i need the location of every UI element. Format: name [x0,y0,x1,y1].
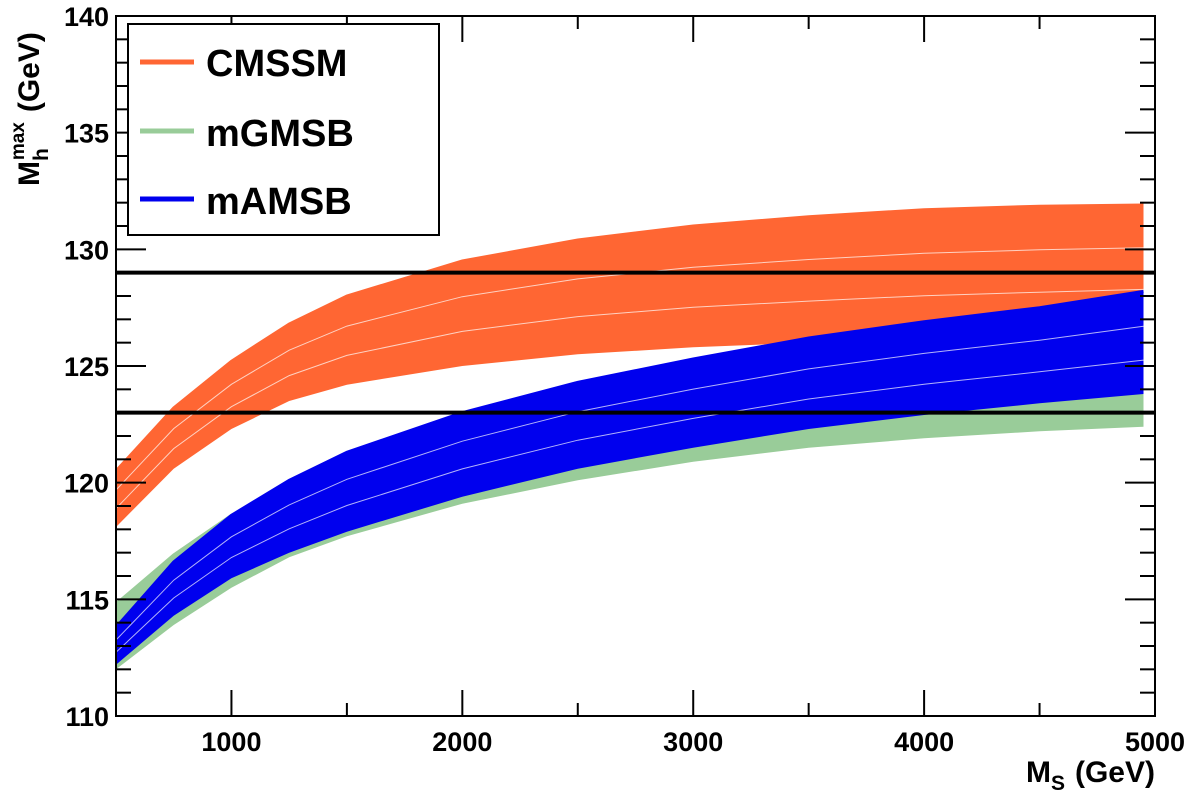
y-tick-label-110: 110 [65,702,109,732]
y-tick-label-115: 115 [65,585,109,615]
band-cmssm [116,205,1144,527]
legend-label-cmssm: CMSSM [206,43,347,85]
legend: CMSSM mGMSB mAMSB [127,23,440,236]
legend-label-mgmsb: mGMSB [206,113,354,155]
axis-tick-labels: 1000 2000 3000 4000 5000 110 115 120 125 130 135 14… [64,2,1185,757]
x-tick-label-1000: 1000 [201,727,261,757]
y-tick-label-130: 130 [64,235,109,265]
band-cmssm-contour-2 [116,247,1144,491]
band-mamsb-contour-1 [116,359,1144,653]
y-axis-title-sup: max [8,122,29,160]
y-tick-label-135: 135 [64,119,109,149]
y-tick-label-120: 120 [64,469,109,499]
band-mamsb-contour-2 [116,325,1144,641]
y-axis-title-sub: h [30,148,53,161]
data-bands [116,203,1144,670]
x-axis-title: MS (GeV) [1026,756,1155,795]
x-tick-label-3000: 3000 [663,727,723,757]
y-axis-title-unit: (GeV) [13,32,46,112]
y-tick-label-140: 140 [64,2,109,32]
x-tick-label-4000: 4000 [894,727,954,757]
x-tick-label-5000: 5000 [1125,727,1185,757]
x-axis-title-main: M [1026,756,1051,789]
y-tick-label-125: 125 [64,352,109,382]
axis-ticks [115,15,1156,717]
x-tick-label-2000: 2000 [432,727,492,757]
x-axis-title-sub: S [1051,772,1065,795]
band-mamsb [116,291,1144,665]
band-cmssm-edge [116,203,1144,473]
y-axis-title-main: M [13,161,46,186]
legend-label-mamsb: mAMSB [206,181,352,223]
reference-lines [116,270,1155,415]
y-axis-title: Mhmax (GeV) [8,32,53,186]
x-axis-title-unit: (GeV) [1075,756,1155,789]
band-mamsb-edge [116,289,1144,629]
